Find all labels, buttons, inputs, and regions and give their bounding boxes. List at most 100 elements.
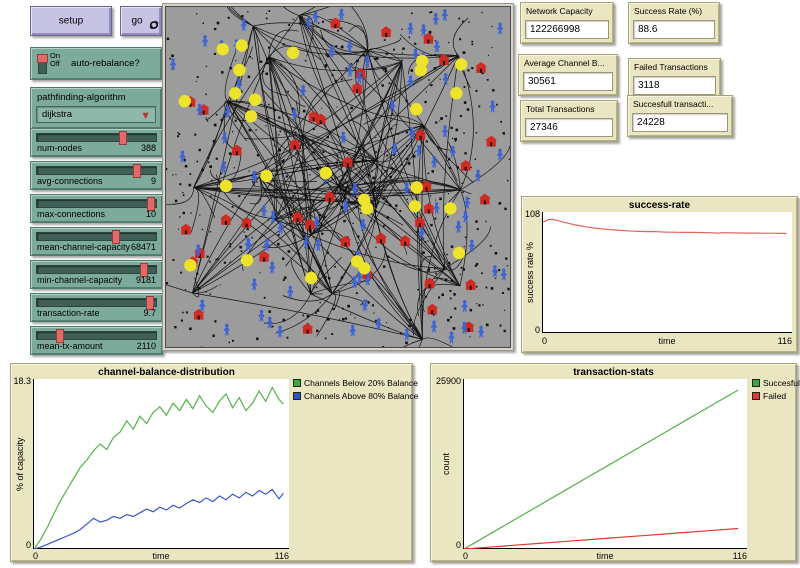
y-axis-label: success rate %: [525, 241, 535, 304]
switch-knob[interactable]: [37, 54, 48, 63]
slider-knob[interactable]: [146, 296, 155, 310]
slider-knob[interactable]: [55, 329, 64, 343]
x-min-tick: 0: [542, 336, 548, 346]
slider-value: 9: [150, 176, 156, 186]
legend-swatch-green: [293, 379, 301, 387]
slider-knob[interactable]: [140, 263, 149, 277]
slider-num-nodes[interactable]: num-nodes 388: [30, 128, 163, 157]
y-min-tick: 0: [534, 325, 540, 335]
forever-icon: [149, 20, 159, 33]
switch-track[interactable]: [37, 54, 48, 74]
monitor-average-channel-balance: Average Channel B... 30561: [518, 54, 618, 96]
y-axis-label: count: [441, 452, 451, 476]
slider-value: 388: [140, 143, 156, 153]
plot-title: transaction-stats: [573, 367, 654, 378]
transaction-stats-line-chart: [463, 389, 739, 550]
legend-label: Failed: [763, 391, 787, 401]
slider-knob[interactable]: [118, 131, 127, 145]
plot-channel-balance-distribution: channel-balance-distribution 18.3 0 % of…: [10, 363, 418, 562]
legend-item-failed: Failed: [752, 391, 786, 401]
slider-label: transaction-rate: [37, 308, 100, 318]
slider-label: mean-tx-amount: [37, 341, 103, 351]
x-axis-label: time: [152, 551, 170, 561]
x-axis-label: time: [658, 336, 676, 346]
monitor-value: 3118: [633, 76, 716, 95]
chooser-dropdown[interactable]: dijkstra ▼: [36, 106, 156, 123]
legend-swatch-green: [752, 379, 760, 387]
slider-label: min-channel-capacity: [37, 275, 123, 285]
switch-on-off-labels: On Off: [50, 52, 60, 68]
pathfinding-algorithm-chooser[interactable]: pathfinding-algorithm dijkstra ▼: [30, 87, 162, 129]
slider-transaction-rate[interactable]: transaction-rate 9.7: [30, 293, 163, 322]
y-axis-label: % of capacity: [15, 437, 25, 491]
slider-track[interactable]: [36, 164, 157, 178]
monitor-value: 122266998: [525, 20, 609, 39]
plot-area: [463, 379, 747, 550]
slider-min-channel-capacity[interactable]: min-channel-capacity 9181: [30, 260, 163, 289]
monitor-label: Network Capacity: [526, 6, 593, 16]
legend-item-below-20: Channels Below 20% Balance: [293, 378, 418, 388]
monitor-value: 30561: [523, 72, 613, 91]
slider-label: avg-connections: [37, 176, 103, 186]
plot-title: channel-balance-distribution: [98, 367, 235, 378]
x-min-tick: 0: [33, 551, 39, 561]
monitor-value: 24228: [632, 113, 728, 132]
slider-track[interactable]: [36, 263, 157, 277]
slider-max-connections[interactable]: max-connections 10: [30, 194, 163, 223]
switch-label: auto-rebalance?: [71, 58, 140, 69]
monitor-failed-transactions: Failed Transactions 3118: [628, 58, 721, 100]
slider-label: num-nodes: [37, 143, 83, 153]
auto-rebalance-switch[interactable]: On Off auto-rebalance?: [30, 47, 162, 80]
monitor-network-capacity: Network Capacity 122266998: [520, 2, 614, 44]
monitor-label: Average Channel B...: [524, 58, 605, 68]
legend-label: Channels Below 20% Balance: [304, 378, 418, 388]
x-max-tick: 116: [274, 551, 289, 561]
legend-label: Succesful: [763, 378, 800, 388]
slider-mean-channel-capacity[interactable]: mean-channel-capacity 68471: [30, 227, 163, 256]
world-view[interactable]: [162, 3, 514, 351]
success-rate-line-chart: [542, 218, 787, 235]
y-max-tick: 18.3: [13, 376, 31, 386]
switch-on-label: On: [50, 51, 61, 60]
slider-track[interactable]: [36, 296, 157, 310]
chooser-label: pathfinding-algorithm: [37, 92, 126, 103]
slider-track[interactable]: [36, 230, 157, 244]
slider-track[interactable]: [36, 131, 157, 145]
y-min-tick: 0: [25, 540, 31, 550]
monitor-label: Failed Transactions: [634, 62, 708, 72]
setup-button-label: setup: [58, 15, 84, 27]
setup-button[interactable]: setup: [30, 6, 112, 36]
slider-track[interactable]: [36, 329, 157, 343]
slider-value: 9181: [135, 275, 156, 285]
world-canvas[interactable]: [165, 6, 511, 348]
legend-label: Channels Above 80% Balance: [304, 391, 419, 401]
slider-knob[interactable]: [147, 197, 156, 211]
plot-area: [542, 212, 792, 333]
legend-swatch-blue: [293, 392, 301, 400]
slider-value: 10: [145, 209, 156, 219]
slider-label: max-connections: [37, 209, 106, 219]
slider-track[interactable]: [36, 197, 157, 211]
plot-success-rate: success-rate 108 0 success rate % 0 time…: [521, 196, 798, 353]
slider-knob[interactable]: [132, 164, 141, 178]
monitor-value: 27346: [525, 118, 613, 137]
slider-value: 68471: [130, 242, 156, 252]
slider-value: 2110: [136, 341, 156, 351]
slider-value: 9.7: [143, 308, 156, 318]
world-agents-graphic: [166, 7, 510, 347]
slider-mean-tx-amount[interactable]: mean-tx-amount 2110: [30, 326, 163, 355]
slider-avg-connections[interactable]: avg-connections 9: [30, 161, 163, 190]
monitor-label: Succesfull transacti...: [633, 99, 714, 109]
chooser-value: dijkstra: [42, 109, 73, 120]
monitor-successful-transactions: Succesfull transacti... 24228: [627, 95, 733, 137]
x-max-tick: 116: [777, 336, 792, 346]
monitor-value: 88.6: [633, 20, 715, 39]
chevron-down-icon: ▼: [140, 110, 151, 122]
slider-knob[interactable]: [111, 230, 120, 244]
go-button[interactable]: go: [120, 6, 162, 36]
monitor-label: Total Transactions: [526, 104, 595, 114]
legend-item-above-80: Channels Above 80% Balance: [293, 391, 418, 401]
plot-title: success-rate: [628, 200, 691, 211]
y-max-tick: 108: [524, 209, 540, 219]
